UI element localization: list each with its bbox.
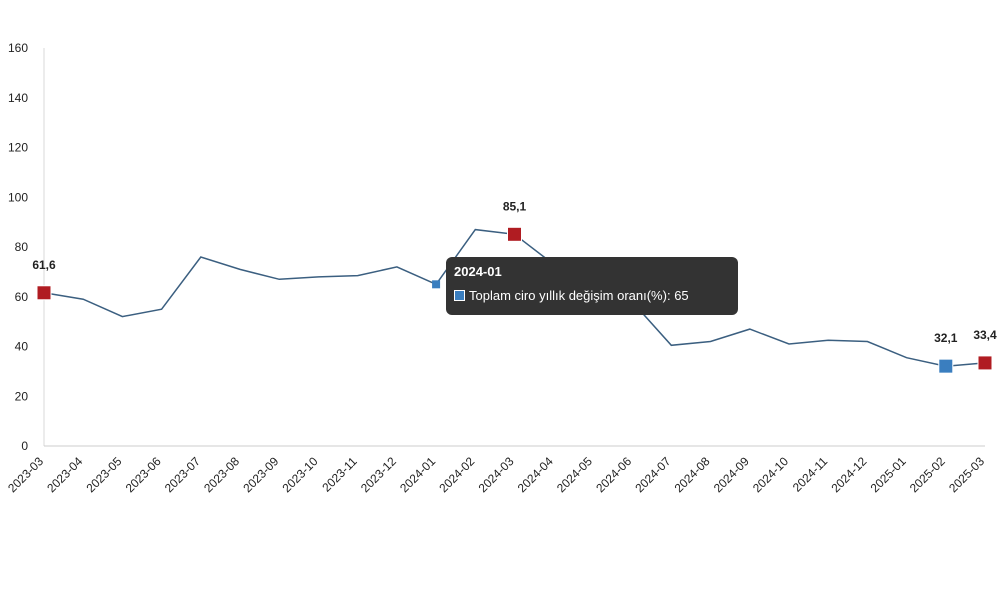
y-tick-label: 160 — [8, 41, 28, 55]
y-tick-label: 120 — [8, 141, 28, 155]
tooltip-title: 2024-01 — [454, 264, 502, 279]
data-markers: 61,6 85,1 32,1 33,4 — [32, 199, 997, 374]
x-tick-label: 2023-09 — [240, 454, 281, 495]
x-tick-label: 2024-05 — [554, 454, 595, 495]
tooltip-series-swatch — [454, 290, 465, 301]
data-label: 61,6 — [32, 258, 56, 272]
x-tick-label: 2024-01 — [397, 454, 438, 495]
y-tick-label: 100 — [8, 190, 28, 204]
highlight-marker[interactable] — [432, 280, 441, 289]
x-tick-label: 2023-06 — [123, 454, 164, 495]
x-tick-label: 2024-12 — [828, 454, 869, 495]
y-tick-label: 40 — [15, 340, 29, 354]
x-axis-ticks: 2023-032023-042023-052023-062023-072023-… — [5, 454, 987, 495]
x-tick-label: 2024-08 — [672, 454, 713, 495]
chart-tooltip: 2024-01 Toplam ciro yıllık değişim oranı… — [446, 257, 738, 315]
y-tick-label: 20 — [15, 389, 29, 403]
x-tick-label: 2025-02 — [907, 454, 948, 495]
tooltip-row: Toplam ciro yıllık değişim oranı(%): 65 — [454, 287, 730, 305]
data-label: 33,4 — [973, 328, 997, 342]
y-tick-label: 60 — [15, 290, 29, 304]
data-label: 32,1 — [934, 331, 958, 345]
x-tick-label: 2023-11 — [319, 454, 360, 495]
x-tick-label: 2024-06 — [593, 454, 634, 495]
y-axis-ticks: 0 20 40 60 80 100 120 140 160 — [8, 41, 28, 453]
data-point-marker[interactable] — [977, 355, 993, 371]
x-tick-label: 2025-03 — [946, 454, 987, 495]
x-tick-label: 2023-04 — [44, 454, 85, 495]
x-tick-label: 2023-08 — [201, 454, 242, 495]
x-tick-label: 2023-05 — [83, 454, 124, 495]
tooltip-value: 65 — [674, 288, 689, 303]
tooltip-series-label: Toplam ciro yıllık değişim oranı(%) — [469, 288, 667, 303]
y-tick-label: 0 — [21, 439, 28, 453]
data-label: 85,1 — [503, 199, 527, 213]
x-tick-label: 2024-10 — [750, 454, 791, 495]
data-point-marker[interactable] — [938, 358, 954, 374]
x-tick-label: 2023-12 — [358, 454, 399, 495]
data-point-marker[interactable] — [36, 285, 52, 301]
x-tick-label: 2023-07 — [162, 454, 203, 495]
x-tick-label: 2024-02 — [436, 454, 477, 495]
y-tick-label: 140 — [8, 91, 28, 105]
data-point-marker[interactable] — [507, 226, 522, 242]
tooltip-separator: : — [666, 288, 675, 303]
x-tick-label: 2024-04 — [515, 454, 556, 495]
x-tick-label: 2023-10 — [280, 454, 321, 495]
x-tick-label: 2024-07 — [632, 454, 673, 495]
x-tick-label: 2024-09 — [711, 454, 752, 495]
y-tick-label: 80 — [15, 240, 29, 254]
x-tick-label: 2025-01 — [868, 454, 909, 495]
x-tick-label: 2024-11 — [790, 454, 831, 495]
x-tick-label: 2023-03 — [5, 454, 46, 495]
x-tick-label: 2024-03 — [476, 454, 517, 495]
